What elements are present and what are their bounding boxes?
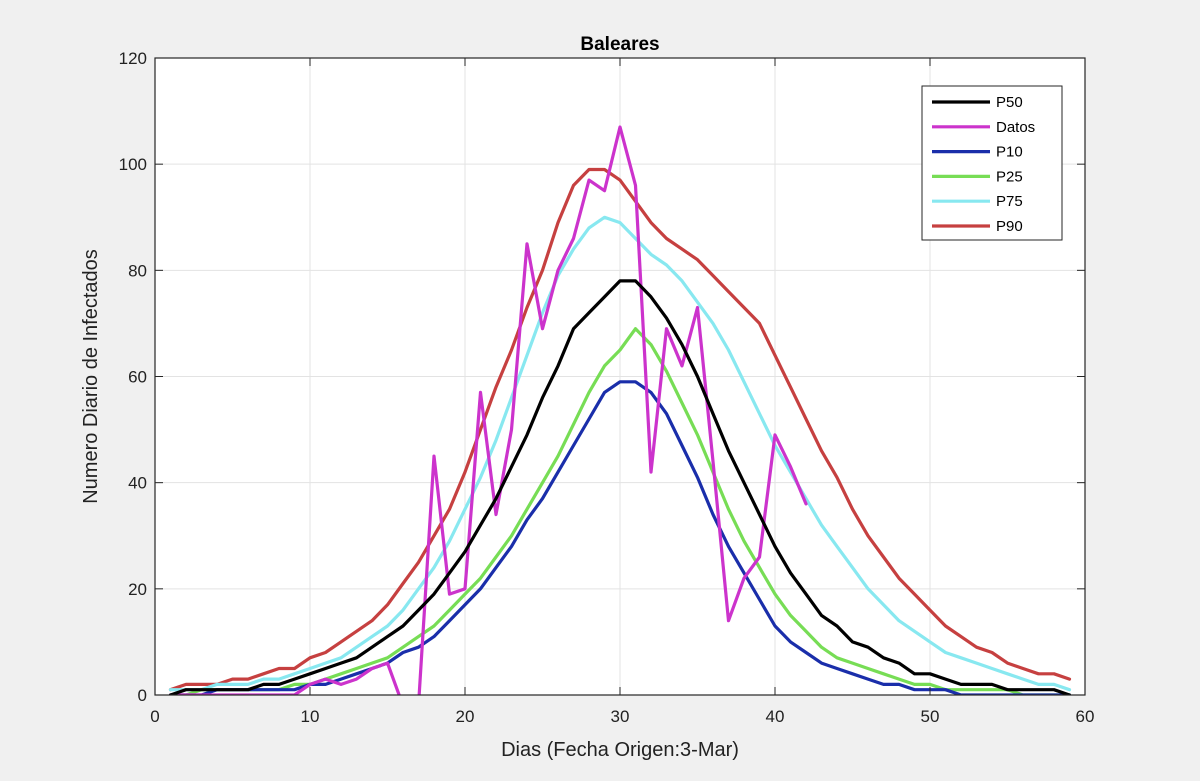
legend-box (921, 85, 1063, 241)
y-tick-label: 60 (128, 368, 147, 387)
x-axis-label: Dias (Fecha Origen:3-Mar) (501, 739, 739, 761)
legend-label-p75: P75 (996, 193, 1023, 210)
axis-ticks: 0 10 20 30 40 50 60 0 20 40 60 80 100 120 (119, 49, 1095, 726)
series-line-p10 (168, 380, 1072, 695)
series-line-datos (168, 125, 808, 695)
x-tick-label: 0 (150, 707, 159, 726)
y-tick-label: 40 (128, 474, 147, 493)
series-line-p75 (168, 215, 1072, 692)
y-tick-label: 100 (119, 155, 147, 174)
series-layer (168, 125, 1072, 695)
legend: P50 Datos P10 P25 P75 P90 (921, 85, 1063, 241)
legend-label-p50: P50 (996, 94, 1023, 111)
legend-label-p90: P90 (996, 218, 1023, 235)
y-tick-label: 20 (128, 580, 147, 599)
y-tick-label: 0 (138, 686, 147, 705)
y-tick-label: 80 (128, 261, 147, 280)
x-tick-label: 30 (611, 707, 630, 726)
series-line-p90 (168, 167, 1072, 692)
x-tick-label: 20 (456, 707, 475, 726)
x-tick-label: 40 (766, 707, 785, 726)
y-tick-label: 120 (119, 49, 147, 68)
chart-title: Baleares (580, 34, 659, 55)
x-tick-label: 10 (301, 707, 320, 726)
x-tick-label: 50 (921, 707, 940, 726)
y-axis-label: Numero Diario de Infectados (80, 249, 102, 504)
x-tick-label: 60 (1076, 707, 1095, 726)
legend-label-datos: Datos (996, 119, 1035, 136)
legend-label-p10: P10 (996, 144, 1023, 161)
series-line-p50 (168, 279, 1072, 695)
legend-label-p25: P25 (996, 168, 1023, 185)
